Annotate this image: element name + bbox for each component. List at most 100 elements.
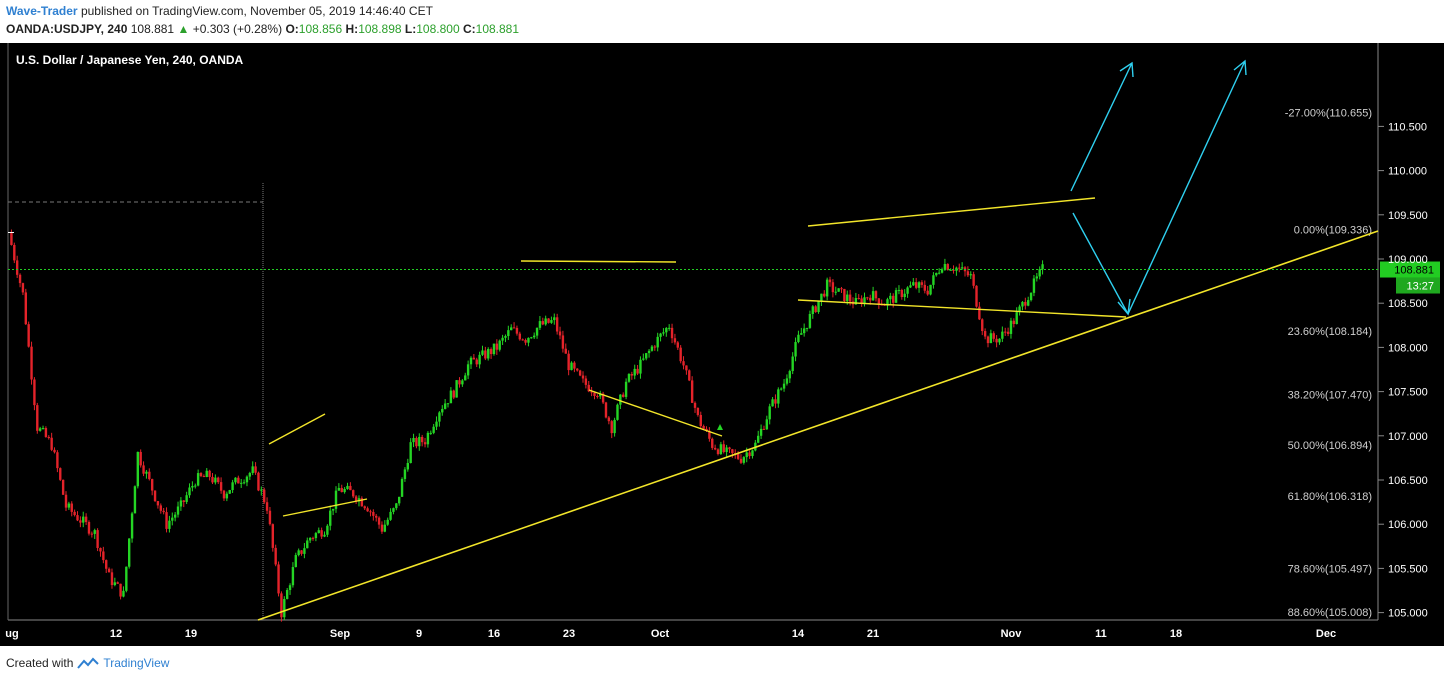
candle-body — [73, 511, 76, 516]
candle-body — [38, 428, 42, 431]
candle-body — [889, 295, 892, 300]
candle-body — [196, 473, 200, 486]
candle-body — [742, 457, 746, 463]
low-value: 108.800 — [416, 22, 460, 36]
fib-level-label: 50.00%(106.894) — [1288, 440, 1372, 452]
projection-arrow-up-1 — [1070, 62, 1133, 192]
triangle-up-icon: ▲ — [177, 22, 190, 36]
candle-body — [202, 476, 206, 478]
candle-body — [647, 350, 651, 354]
candle-body — [308, 537, 312, 541]
open-label: O: — [285, 22, 299, 36]
candle-body — [547, 318, 550, 323]
candle-body — [676, 342, 679, 348]
candle-body — [667, 327, 671, 329]
candle-body — [909, 285, 912, 288]
candle-body — [751, 450, 754, 457]
candle-body — [797, 334, 800, 343]
candle-body — [199, 473, 203, 477]
candle-body — [972, 274, 975, 286]
candle-body — [541, 321, 544, 325]
candle-body — [403, 469, 407, 479]
candle-body — [877, 298, 881, 305]
candle-body — [771, 399, 774, 407]
candle-body — [274, 547, 277, 565]
tradingview-brand-link[interactable]: TradingView — [103, 656, 170, 670]
candle-body — [814, 306, 817, 313]
candle-body — [745, 452, 748, 458]
candle-body — [998, 338, 1001, 343]
candle-body — [179, 500, 183, 507]
candle-body — [960, 267, 964, 269]
candle-body — [306, 540, 309, 549]
candle-body — [466, 364, 470, 376]
candle-body — [940, 269, 944, 273]
candle-body — [231, 482, 234, 491]
candle-body — [512, 327, 516, 329]
candle-body — [871, 291, 875, 301]
candle-body — [76, 515, 79, 521]
candle-body — [507, 330, 510, 337]
chart-panel[interactable]: U.S. Dollar / Japanese Yen, 240, OANDA -… — [0, 43, 1444, 668]
candle-body — [171, 517, 174, 521]
tradingview-logo-icon — [77, 657, 100, 669]
candle-body — [452, 390, 455, 398]
candle-body — [561, 335, 565, 349]
candle-body — [30, 346, 33, 380]
countdown-label: 13:27 — [1406, 281, 1434, 293]
candle-body — [352, 490, 355, 497]
published-text: published on TradingView.com, November 0… — [80, 4, 433, 18]
candle-body — [708, 430, 711, 439]
candle-body — [168, 520, 171, 529]
candle-body — [722, 444, 725, 453]
candle-body — [194, 485, 197, 487]
candle-body — [699, 414, 702, 427]
candle-body — [584, 378, 588, 385]
candle-body — [234, 477, 237, 483]
candle-body — [604, 402, 608, 418]
candle-body — [659, 333, 662, 337]
price-chart[interactable]: U.S. Dollar / Japanese Yen, 240, OANDA -… — [0, 43, 1444, 668]
candle-body — [409, 442, 412, 463]
candle-body — [538, 321, 542, 328]
candle-body — [369, 511, 372, 513]
candle-body — [317, 530, 320, 534]
candle-body — [521, 339, 524, 341]
x-tick-label: 12 — [110, 628, 122, 640]
candle-body — [765, 419, 769, 430]
candle-body — [728, 447, 731, 450]
candle-body — [762, 428, 766, 430]
y-tick-label: 105.000 — [1388, 608, 1428, 620]
candle-body — [1041, 264, 1044, 270]
candle-body — [33, 379, 36, 406]
candle-body — [1018, 306, 1021, 313]
last-price: 108.881 — [130, 22, 175, 36]
candle-body — [894, 290, 898, 303]
candle-body — [107, 568, 111, 573]
candle-body — [375, 515, 378, 518]
candle-body — [116, 582, 119, 584]
candle-body — [219, 482, 223, 491]
candle-body — [173, 514, 177, 518]
author-link[interactable]: Wave-Trader — [6, 4, 78, 18]
candle-body — [716, 449, 720, 455]
candle-body — [291, 567, 295, 586]
candle-body — [903, 293, 906, 298]
candle-body — [90, 533, 94, 535]
candle-body — [656, 336, 659, 348]
x-tick-label: Dec — [1316, 628, 1336, 640]
x-tick-label: Nov — [1001, 628, 1023, 640]
candle-body — [759, 428, 763, 436]
candle-body — [461, 380, 464, 385]
candle-body — [50, 437, 53, 450]
candle-body — [817, 301, 820, 313]
candle-body — [61, 479, 65, 495]
candle-body — [297, 550, 300, 556]
x-tick-label: 23 — [563, 628, 575, 640]
candle-body — [587, 384, 590, 392]
candle-body — [18, 274, 22, 284]
candle-body — [191, 485, 194, 488]
candle-body — [802, 328, 806, 334]
candle-body — [64, 494, 68, 508]
candle-body — [857, 298, 860, 300]
